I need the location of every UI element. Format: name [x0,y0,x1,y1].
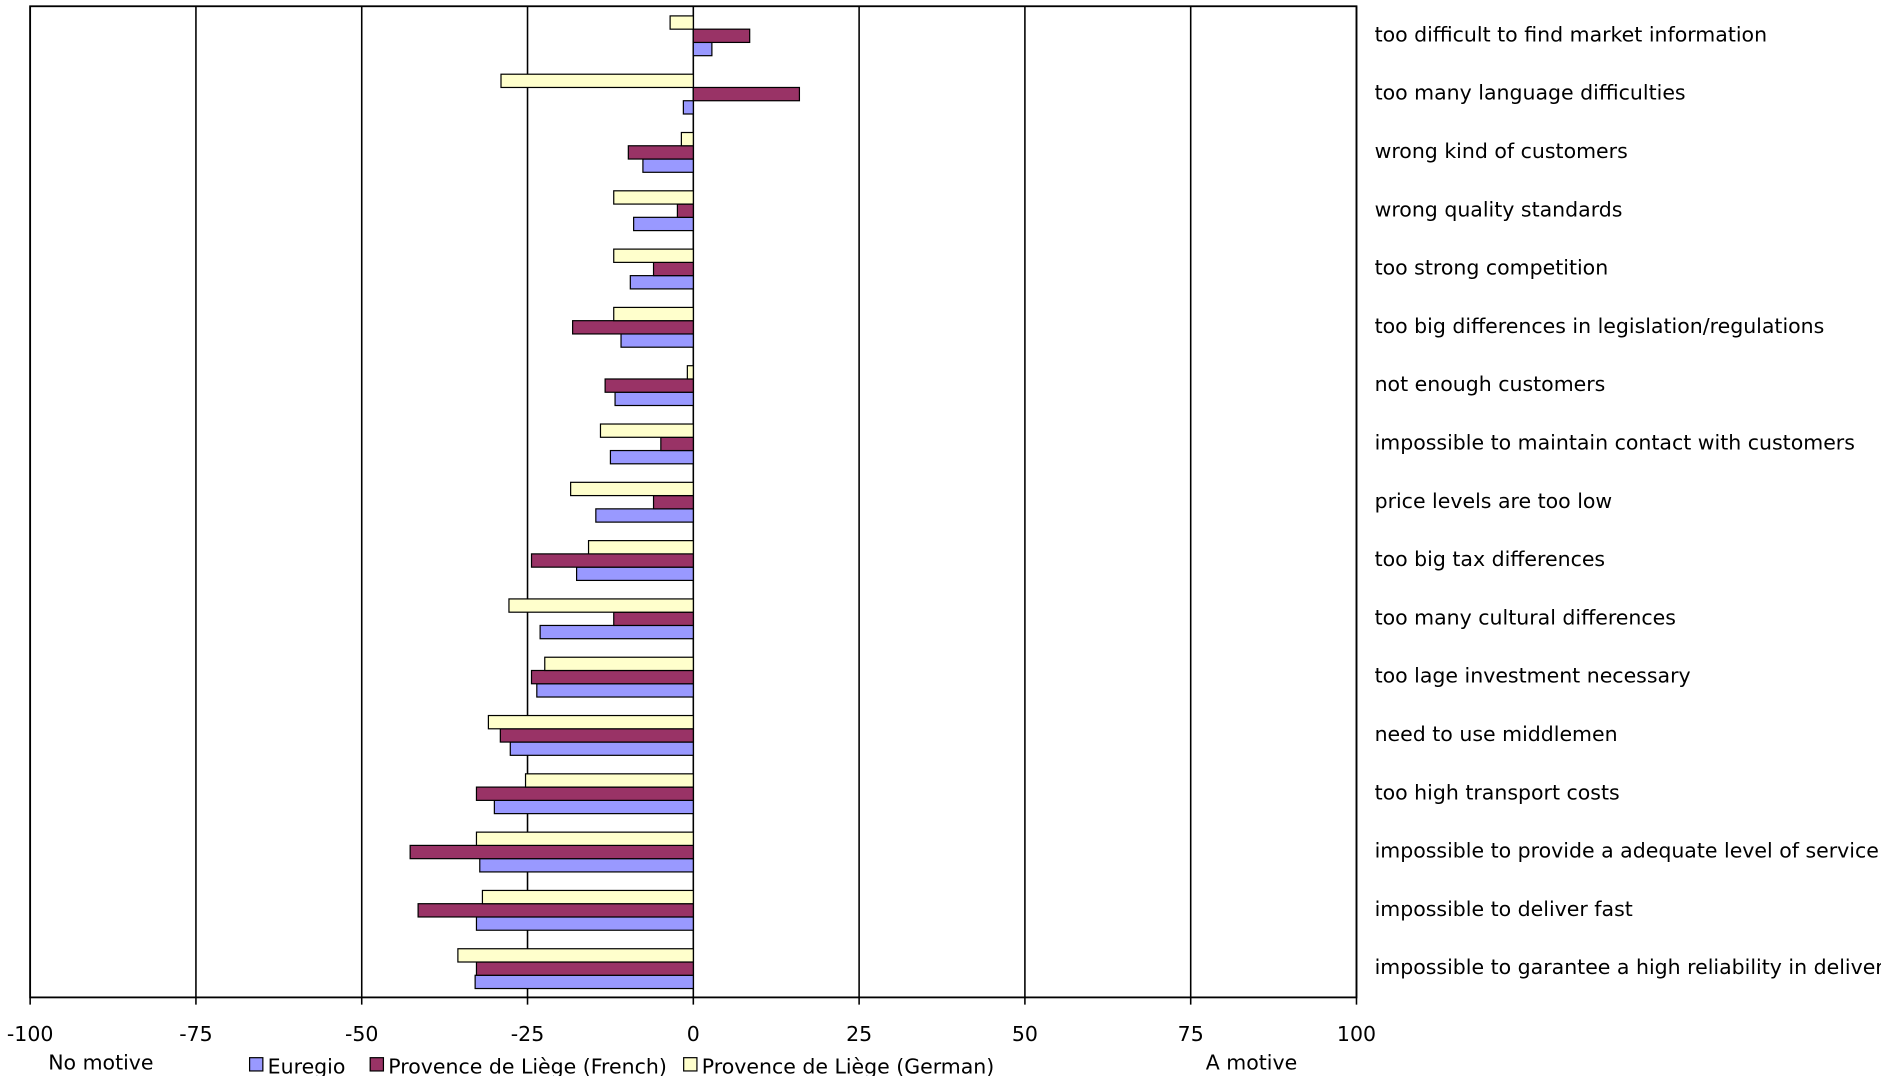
bar [669,15,694,30]
bar [493,799,694,815]
category-label: need to use middlemen [1375,722,1618,746]
bar [572,320,694,335]
bar [613,248,694,263]
bar [479,858,694,873]
category-label: too many language difficulties [1375,81,1686,105]
x-tick-label: -25 [511,1022,544,1046]
bar [652,261,694,277]
category-label: too big tax differences [1375,547,1606,571]
category-label: impossible to maintain contact with cust… [1375,431,1855,455]
bar [536,683,694,698]
bar [627,145,694,160]
category-label: impossible to provide a adequate level o… [1375,839,1879,863]
x-tick-label: 0 [687,1022,700,1046]
plot-frame [29,5,1358,999]
category-label: too high transport costs [1375,780,1620,804]
bar [629,275,694,290]
category-label: too big differences in legislation/regul… [1375,314,1825,338]
bar [544,656,694,672]
bar [613,306,694,322]
bar [500,73,694,89]
bar [660,436,694,452]
bar [604,378,694,393]
bar [417,903,694,918]
legend-label: Provence de Liège (French) [388,1054,667,1076]
category-label: too lage investment necessary [1375,664,1691,688]
bar [599,423,694,438]
bar [680,131,694,147]
x-tick-label: 75 [1178,1022,1204,1046]
bar [475,831,694,847]
legend-swatch [369,1057,385,1072]
category-label: wrong quality standards [1375,197,1623,221]
bar [595,508,694,523]
x-tick-label: -75 [179,1022,212,1046]
category-label: not enough customers [1375,372,1606,396]
x-tick-label: -100 [7,1022,54,1046]
x-annotation: A motive [1206,1051,1297,1075]
bar [475,916,694,931]
bar [530,669,694,685]
category-label: impossible to deliver fast [1375,897,1633,921]
category-label: too difficult to find market information [1375,22,1768,46]
legend-swatch [683,1057,698,1072]
bar [633,216,694,232]
bar [575,566,694,582]
bar [474,974,694,990]
bar [530,553,694,568]
bar [539,624,694,640]
x-annotation: No motive [48,1051,153,1075]
bar [509,741,694,756]
bar [481,889,694,905]
bar [609,449,694,465]
legend-swatch [248,1057,264,1072]
bar [508,598,694,613]
bar [642,158,694,173]
bar [613,190,694,205]
bar [475,786,694,801]
category-label: too strong competition [1375,256,1609,280]
bar [692,28,751,44]
x-tick-label: -50 [345,1022,378,1046]
bar [524,773,694,788]
bar [409,844,694,860]
x-tick-label: 50 [1012,1022,1038,1046]
bar [686,365,694,380]
category-label: impossible to garantee a high reliabilit… [1375,955,1881,979]
category-label: too many cultural differences [1375,605,1676,629]
category-label: price levels are too low [1375,489,1613,513]
bar [692,41,713,57]
bar [692,86,801,102]
bar [682,100,694,115]
x-tick-label: 100 [1337,1022,1376,1046]
bar [475,961,694,976]
bar [613,611,694,627]
bar [587,540,694,555]
bar [620,333,694,348]
bar [457,948,694,963]
bar [614,391,694,407]
legend-label: Provence de Liège (German) [702,1054,995,1076]
category-label: wrong kind of customers [1375,139,1628,163]
bar [570,481,694,497]
bar [676,203,694,218]
legend-label: Euregio [268,1054,346,1076]
bar [487,714,694,730]
x-tick-label: 25 [846,1022,872,1046]
bar [499,728,694,743]
bar [652,494,694,510]
